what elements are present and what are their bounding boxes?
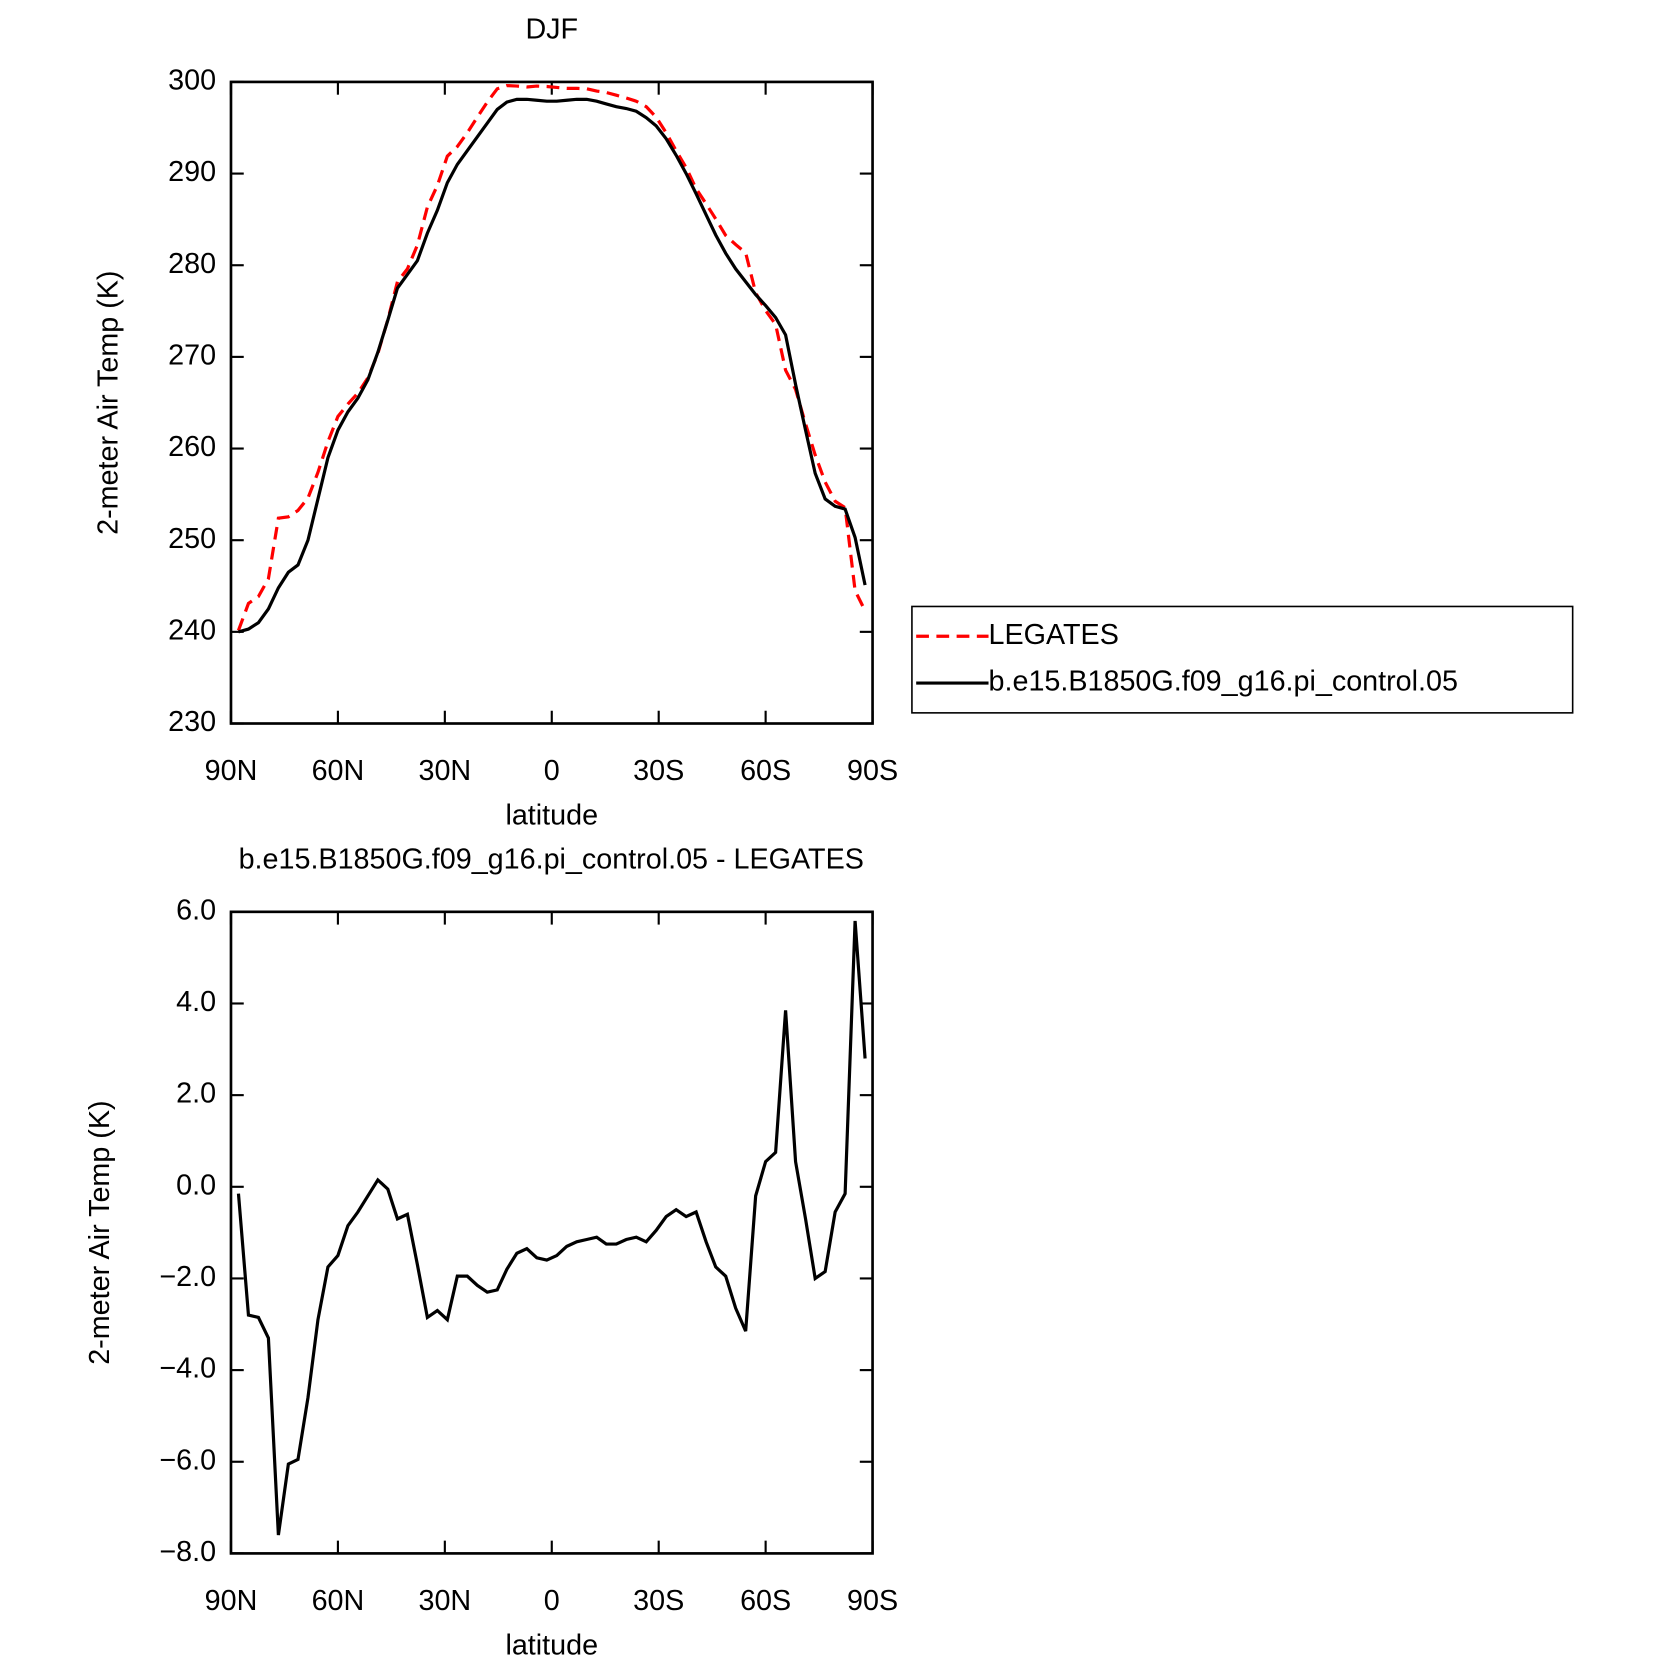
y-tick-label: 240 bbox=[168, 614, 216, 646]
x-tick-label: 30N bbox=[418, 755, 471, 787]
x-tick-label: 60N bbox=[312, 755, 365, 787]
x-tick-label: 60N bbox=[312, 1585, 365, 1617]
chart-title: b.e15.B1850G.f09_g16.pi_control.05 - LEG… bbox=[239, 843, 864, 875]
y-tick-label: 230 bbox=[168, 706, 216, 738]
x-tick-label: 60S bbox=[740, 1585, 791, 1617]
x-tick-label: 90N bbox=[205, 1585, 258, 1617]
y-tick-label: 6.0 bbox=[176, 894, 216, 926]
legend-label: b.e15.B1850G.f09_g16.pi_control.05 bbox=[989, 666, 1458, 698]
y-tick-label: 290 bbox=[168, 156, 216, 188]
x-tick-label: 90S bbox=[847, 755, 898, 787]
y-tick-label: −4.0 bbox=[159, 1353, 216, 1385]
x-tick-label: 0 bbox=[544, 1585, 560, 1617]
x-axis-label: latitude bbox=[505, 1630, 598, 1662]
data-line bbox=[236, 83, 867, 632]
x-tick-label: 0 bbox=[544, 755, 560, 787]
legend-label: LEGATES bbox=[989, 619, 1119, 651]
plot-frame bbox=[229, 80, 874, 725]
y-tick-label: 250 bbox=[168, 523, 216, 555]
y-tick-label: 4.0 bbox=[176, 986, 216, 1018]
y-axis-label: 2-meter Air Temp (K) bbox=[84, 1100, 116, 1364]
x-axis-label: latitude bbox=[505, 800, 598, 832]
legend-box bbox=[911, 605, 1574, 714]
x-tick-label: 60S bbox=[740, 755, 791, 787]
x-tick-label: 90S bbox=[847, 1585, 898, 1617]
x-tick-label: 90N bbox=[205, 755, 258, 787]
y-tick-label: −6.0 bbox=[159, 1444, 216, 1476]
y-tick-label: 2.0 bbox=[176, 1078, 216, 1110]
y-axis-label: 2-meter Air Temp (K) bbox=[92, 271, 124, 535]
x-tick-label: 30S bbox=[633, 755, 684, 787]
x-tick-label: 30S bbox=[633, 1585, 684, 1617]
x-tick-label: 30N bbox=[418, 1585, 471, 1617]
chart-title: DJF bbox=[525, 13, 578, 45]
y-tick-label: 0.0 bbox=[176, 1169, 216, 1201]
y-tick-label: 300 bbox=[168, 65, 216, 97]
plot-frame bbox=[229, 910, 874, 1555]
y-tick-label: 260 bbox=[168, 431, 216, 463]
y-tick-label: 280 bbox=[168, 248, 216, 280]
data-line bbox=[238, 97, 867, 634]
data-line bbox=[236, 920, 867, 1536]
y-tick-label: 270 bbox=[168, 339, 216, 371]
y-tick-label: −8.0 bbox=[159, 1536, 216, 1568]
y-tick-label: −2.0 bbox=[159, 1261, 216, 1293]
